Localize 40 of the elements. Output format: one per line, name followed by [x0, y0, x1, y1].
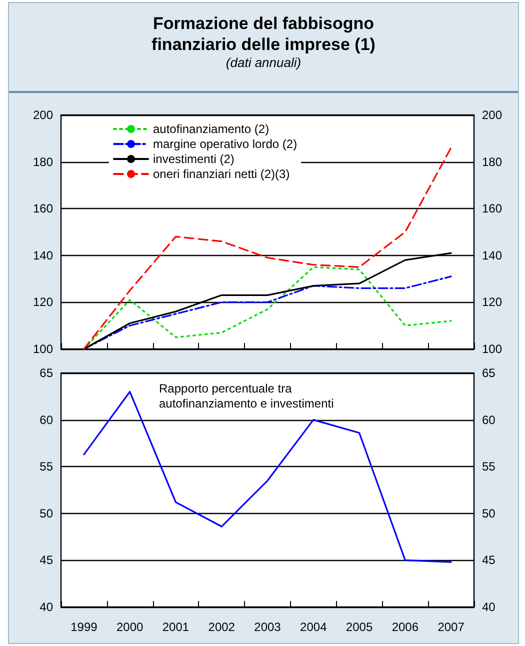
x-tick-label: 2006	[392, 620, 419, 634]
y2-tick-label: 55	[482, 460, 496, 474]
y-tick-label: 65	[40, 366, 54, 380]
x-tick-label: 2007	[438, 620, 465, 634]
y-tick-label: 40	[40, 600, 54, 614]
y-tick-label: 45	[40, 553, 54, 568]
y2-tick-label: 100	[482, 342, 502, 356]
x-tick-label: 2002	[208, 620, 236, 634]
y2-tick-label: 60	[482, 412, 496, 427]
y2-tick-label: 120	[482, 295, 502, 310]
legend-label: autofinanziamento (2)	[153, 122, 270, 136]
x-tick-label: 2000	[116, 620, 144, 634]
y-tick-label: 160	[32, 202, 54, 216]
y2-tick-label: 65	[482, 366, 496, 380]
y-tick-label: 100	[32, 342, 54, 356]
annotation: Rapporto percentuale tra autofinanziamento e investimenti	[159, 382, 334, 410]
y2-tick-label: 45	[482, 553, 496, 568]
y-tick-label: 200	[32, 108, 54, 122]
chart-title: Formazione del fabbisogno finanziario delle imprese (1)	[150, 13, 376, 55]
x-tick-label: 2003	[254, 620, 282, 634]
y-tick-label: 140	[32, 248, 54, 262]
y2-tick-label: 200	[482, 108, 502, 122]
y-tick-label: 55	[40, 460, 54, 474]
y2-tick-label: 160	[482, 202, 502, 216]
chart-subtitle: (dati annuali)	[224, 55, 302, 70]
x-tick-label: 2004	[300, 620, 328, 634]
y-tick-label: 50	[40, 506, 54, 520]
y2-tick-label: 50	[482, 506, 496, 520]
x-tick-label: 2001	[162, 620, 190, 634]
x-tick-label: 2005	[346, 620, 373, 634]
y-tick-label: 120	[32, 295, 54, 310]
legend-label: margine operativo lordo (2)	[153, 137, 298, 151]
y2-tick-label: 180	[482, 154, 502, 169]
y2-tick-label: 40	[482, 600, 496, 614]
y-tick-label: 60	[40, 412, 54, 427]
y-tick-label: 180	[32, 154, 54, 169]
x-tick-label: 1999	[70, 620, 98, 634]
legend-label: oneri finanziari netti (2)(3)	[153, 167, 290, 181]
y2-tick-label: 140	[482, 248, 502, 262]
legend-label: investimenti (2)	[153, 152, 234, 166]
